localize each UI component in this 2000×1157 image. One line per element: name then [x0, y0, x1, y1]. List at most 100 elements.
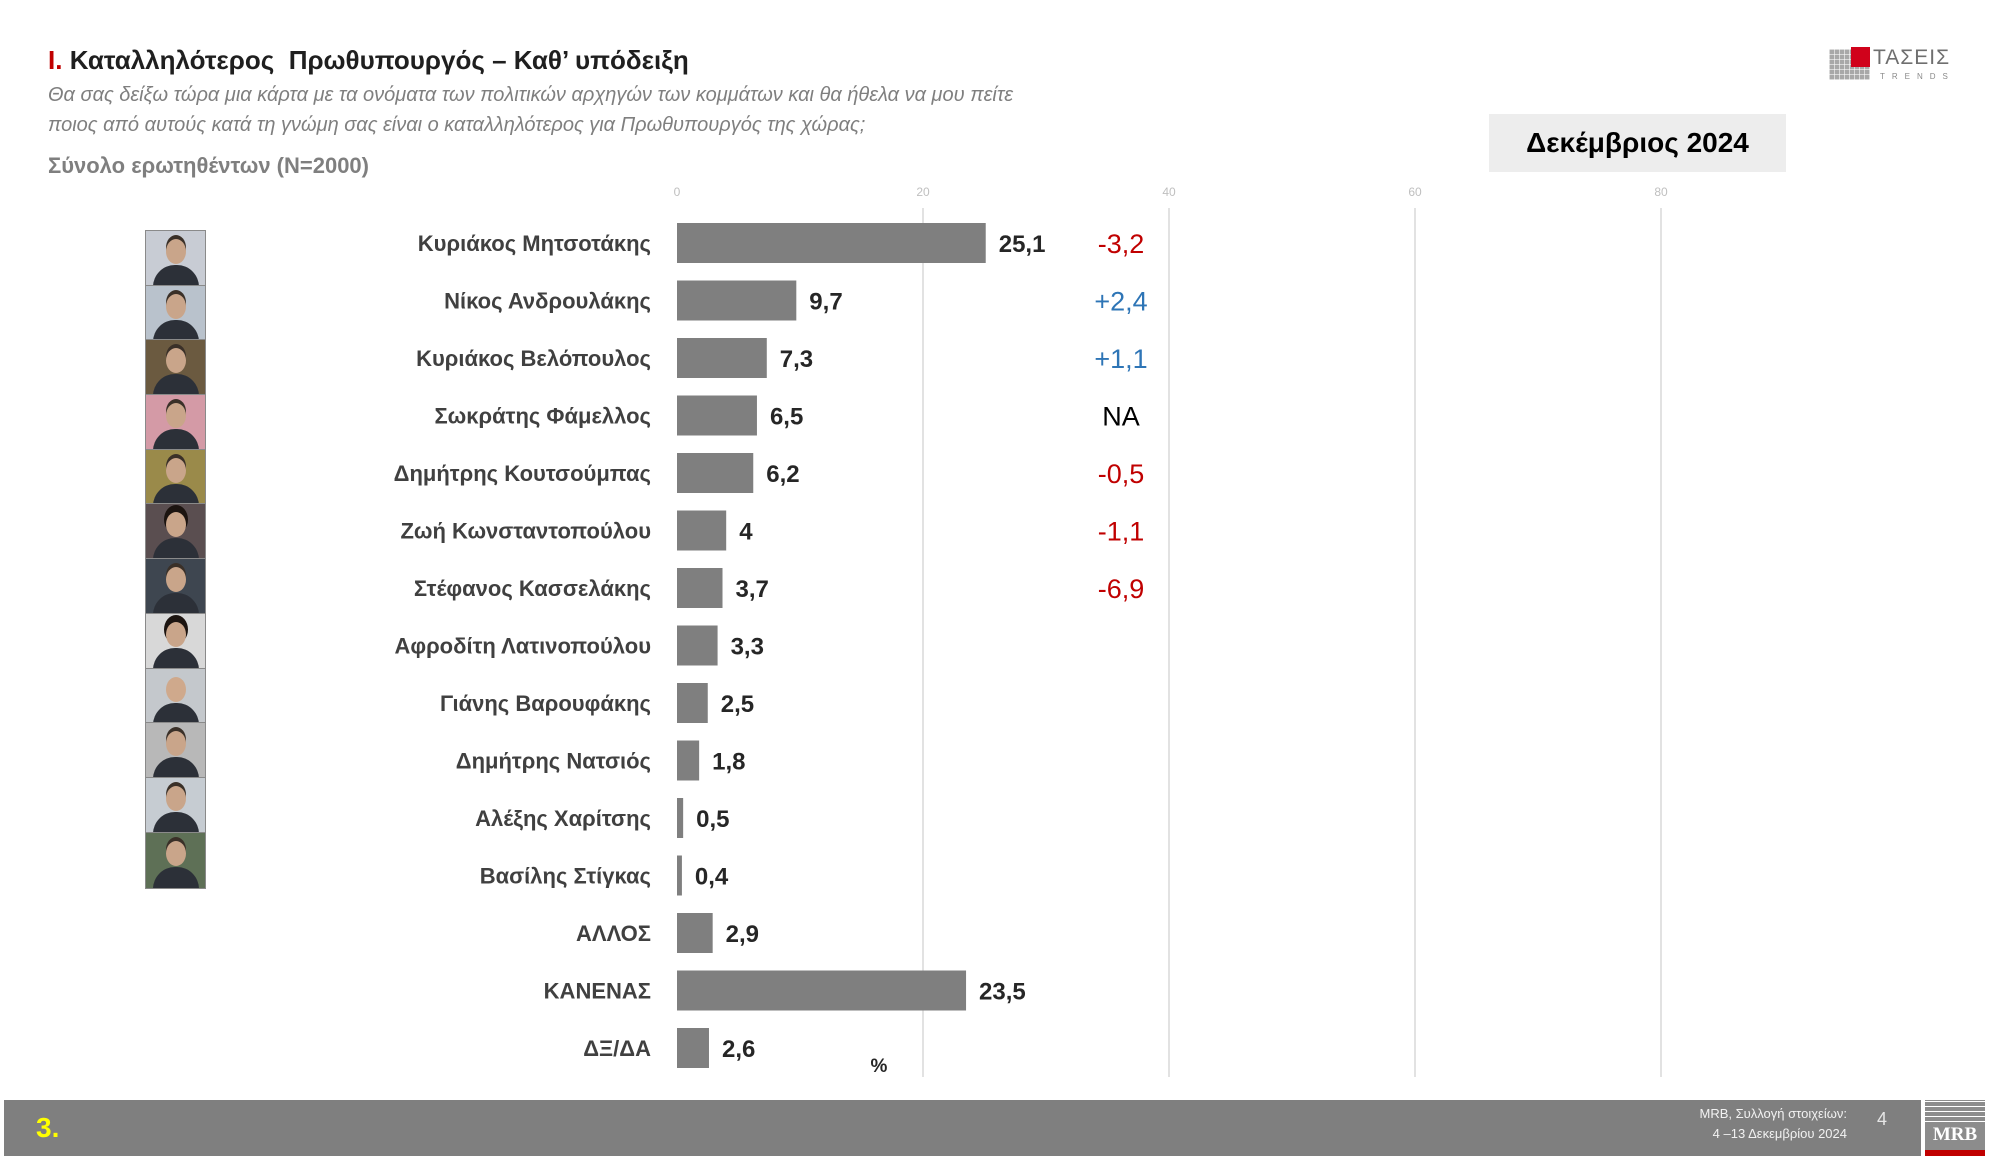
portrait-shoulders — [153, 374, 199, 395]
category-label: Νίκος Ανδρουλάκης — [444, 289, 651, 314]
question-line-1: Θα σας δείξω τώρα μια κάρτα με τα ονόματ… — [48, 84, 1014, 106]
portrait-shoulders — [153, 593, 199, 614]
title-prefix: I. — [48, 45, 63, 75]
portrait-shoulders — [153, 265, 199, 286]
value-label: 6,5 — [770, 404, 803, 431]
portrait-photo — [145, 339, 206, 396]
portrait-photo — [145, 613, 206, 670]
logo-name: ΤΑΣΕΙΣ — [1873, 46, 1951, 69]
value-label: 25,1 — [999, 231, 1046, 258]
portrait-shoulders — [153, 757, 199, 778]
portrait-shoulders — [153, 429, 199, 450]
x-tick-label: 60 — [1408, 185, 1422, 199]
portrait-head — [166, 567, 186, 592]
title-text: Καταλληλότερος Πρωθυπουργός – Καθ’ υπόδε… — [69, 45, 689, 75]
sample-base: Σύνολο ερωτηθέντων (N=2000) — [48, 153, 369, 178]
portrait-photo — [145, 230, 206, 287]
logo-red-square — [1851, 47, 1870, 67]
value-label: 9,7 — [809, 289, 842, 316]
portrait-photo — [145, 722, 206, 779]
bar-chart: 0 20 40 60 80 Κυριάκος Μητσοτάκης 25,1 -3,2 Νίκο… — [394, 185, 1668, 1077]
bar — [677, 568, 723, 608]
bar — [677, 740, 700, 781]
bar — [677, 855, 682, 896]
portrait-photo — [145, 449, 206, 506]
portrait-head — [166, 841, 186, 866]
value-label: 3,7 — [736, 576, 769, 603]
value-label: 7,3 — [780, 346, 813, 373]
logo-stripes — [1925, 1100, 1985, 1122]
value-label: 23,5 — [979, 979, 1026, 1006]
value-label: 2,5 — [721, 691, 754, 718]
change-label: NA — [1102, 402, 1140, 432]
portrait-shoulders — [153, 538, 199, 559]
mrb-logo-text: MRB — [1932, 1124, 1978, 1145]
bar — [677, 453, 754, 493]
portrait-photo — [145, 394, 206, 451]
bar — [677, 510, 727, 551]
portrait-photo — [145, 558, 206, 615]
category-label: ΚΑΝΕΝΑΣ — [544, 979, 651, 1004]
portrait-shoulders — [153, 703, 199, 724]
bar — [677, 913, 713, 953]
portrait-head — [166, 786, 186, 811]
portrait-photo — [145, 668, 206, 725]
tasis-trends-logo: ΤΑΣΕΙΣ TRENDS — [1829, 45, 1971, 87]
portrait-head — [166, 622, 186, 647]
change-label: -1,1 — [1098, 517, 1145, 547]
bar — [677, 1028, 709, 1068]
portrait-shoulders — [153, 484, 199, 505]
value-label: 0,4 — [695, 864, 729, 891]
value-label: 4 — [739, 519, 753, 546]
portrait-head — [166, 512, 186, 537]
value-label: 2,6 — [722, 1036, 755, 1063]
value-label: 2,9 — [726, 921, 759, 948]
portrait-photo — [145, 832, 206, 889]
data-source-note: MRB, Συλλογή στοιχείων: 4 –13 Δεκεμβρίου… — [1700, 1104, 1848, 1144]
period-badge: Δεκέμβριος 2024 — [1489, 114, 1786, 172]
category-label: Ζωή Κωνσταντοπούλου — [400, 519, 651, 544]
value-label: 6,2 — [766, 461, 799, 488]
x-tick-label: 0 — [674, 185, 681, 199]
bar — [677, 338, 767, 378]
page-number: 4 — [1877, 1109, 1888, 1129]
category-label: Αφροδίτη Λατινοπούλου — [394, 634, 651, 659]
category-label: Δημήτρης Νατσιός — [456, 749, 651, 774]
portrait-head — [166, 458, 186, 483]
category-label: ΑΛΛΟΣ — [576, 921, 651, 946]
x-tick-label: 80 — [1654, 185, 1668, 199]
portrait-head — [166, 239, 186, 264]
section-number: 3. — [36, 1112, 60, 1143]
change-label: -6,9 — [1098, 574, 1145, 604]
category-label: Δημήτρης Κουτσούμπας — [394, 461, 651, 486]
logo-tagline: TRENDS — [1880, 72, 1955, 81]
footer-bar — [4, 1100, 1921, 1156]
category-label: Γιάνης Βαρουφάκης — [440, 691, 651, 716]
category-label: Βασίλης Στίγκας — [480, 864, 651, 889]
bar — [677, 970, 967, 1011]
change-label: -3,2 — [1098, 229, 1145, 259]
question-line-2: ποιος από αυτούς κατά τη γνώμη σας είναι… — [48, 114, 866, 136]
unit-label: % — [871, 1056, 888, 1077]
portrait-shoulders — [153, 648, 199, 669]
logo-red-strip — [1925, 1150, 1985, 1156]
portrait-head — [166, 294, 186, 319]
change-label: +1,1 — [1094, 344, 1147, 374]
portrait-head — [166, 677, 186, 702]
bar — [677, 798, 684, 838]
portrait-photo — [145, 777, 206, 834]
portrait-photo — [145, 285, 206, 342]
portrait-shoulders — [153, 812, 199, 833]
x-tick-label: 40 — [1162, 185, 1176, 199]
category-label: Στέφανος Κασσελάκης — [414, 576, 651, 601]
change-label: +2,4 — [1094, 287, 1147, 317]
source-line-1: MRB, Συλλογή στοιχείων: — [1699, 1106, 1848, 1121]
category-label: Αλέξης Χαρίτσης — [475, 806, 651, 831]
mrb-logo: MRB — [1925, 1100, 1985, 1156]
bar — [677, 280, 797, 321]
portrait-head — [166, 403, 186, 428]
category-label: Κυριάκος Μητσοτάκης — [418, 231, 651, 256]
portrait-head — [166, 731, 186, 756]
slide-title: I. Καταλληλότερος Πρωθυπουργός – Καθ’ υπ… — [48, 45, 689, 76]
